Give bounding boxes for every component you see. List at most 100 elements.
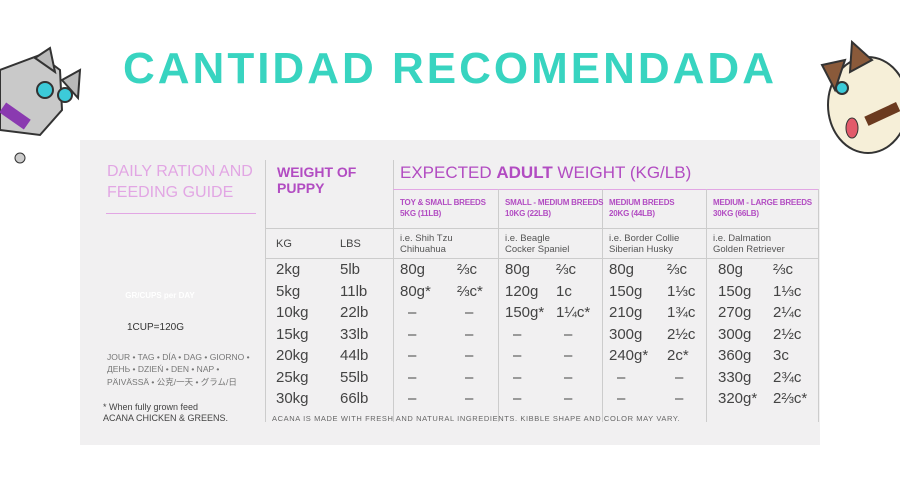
footer-note: ACANA IS MADE WITH FRESH AND NATURAL ING… [272,414,681,423]
adult-header: EXPECTED ADULT WEIGHT (KG/LB) [400,163,691,183]
grams-amount: 80g [718,261,744,278]
adult-header-part: WEIGHT (KG/LB) [552,163,692,182]
cups-amount: ⅔c* [457,282,483,300]
feeding-note: ACANA CHICKEN & GREENS. [103,413,229,423]
breed-name: MEDIUM BREEDS [609,198,675,207]
grams-amount: 80g [609,261,635,278]
cups-amount: – [675,390,684,407]
breed-example: i.e. Border Collie [609,233,680,244]
unit-header: LBS [340,238,361,250]
cups-amount: – [465,304,474,321]
cups-amount: 1¾c [667,304,696,321]
cups-amount: ⅔c [556,261,577,278]
header-rule [393,189,818,190]
puppy-weight: 33lb [340,325,369,343]
language-line: JOUR • TAG • DÍA • DAG • GIORNO • [107,352,250,362]
cups-amount: 1¼c* [556,304,591,321]
header-rule [265,258,818,259]
cups-amount: – [465,368,474,386]
column-divider [706,189,707,422]
puppy-weight: 55lb [340,368,369,386]
cups-amount: 1⅓c [667,282,696,300]
grams-amount: 210g [609,304,643,321]
puppy-header: PUPPY [277,180,325,196]
grams-amount: – [513,325,522,343]
breed-example: Cocker Spaniel [505,244,570,255]
cat-illustration [0,46,82,164]
header-rule [265,228,818,229]
puppy-weight: 11lb [340,282,368,300]
grams-amount: 270g [718,304,752,321]
feeding-note: * When fully grown feed [103,402,199,412]
breed-example: i.e. Shih Tzu [400,233,453,244]
grams-amount: 150g* [505,304,545,321]
cups-amount: 2¼c [773,304,802,321]
breed-example: Siberian Husky [609,244,673,255]
grams-amount: 330g [718,368,752,386]
cup-conversion: 1CUP=120G [127,322,184,333]
grams-amount: 300g [609,325,643,343]
breed-name: TOY & SMALL BREEDS [400,198,486,207]
cups-amount: – [675,368,684,386]
grams-amount: – [513,390,522,407]
bowl-label: GR/CUPS per DAY [125,291,195,300]
cups-amount: – [465,325,474,343]
cups-amount: – [465,390,474,407]
cups-amount: ⅔c [667,261,688,278]
cups-amount: 2½c [667,325,696,343]
breed-weight: 10KG (22LB) [505,209,551,218]
grams-amount: – [408,368,417,386]
cups-amount: 2¾c [773,368,802,386]
grams-amount: 360g [718,347,752,364]
cups-amount: 1c [556,282,572,300]
dog-illustration [820,39,900,154]
puppy-weight: 10kg [276,304,309,321]
puppy-weight: 44lb [340,347,369,364]
grams-amount: 80g* [400,282,431,300]
cups-amount: – [564,368,573,386]
breed-name: MEDIUM - LARGE BREEDS [713,198,812,207]
cups-amount: 3c [773,347,789,364]
cups-amount: 1⅓c [773,282,802,300]
column-divider [393,160,394,422]
puppy-weight: 25kg [276,368,309,386]
breed-example: i.e. Dalmation [713,233,772,244]
language-line: PÄIVÄSSÄ • 公克/一天 • グラム/日 [107,377,237,387]
breed-weight: 20KG (44LB) [609,209,655,218]
guide-underline [106,213,256,214]
puppy-weight: 22lb [340,304,369,321]
puppy-weight: 2kg [276,261,301,278]
column-divider [602,189,603,422]
grams-amount: 80g [505,261,531,278]
grams-amount: – [617,368,626,386]
adult-header-part: ADULT [496,163,553,182]
breed-weight: 5KG (11LB) [400,209,442,218]
breed-example: Chihuahua [400,244,446,255]
grams-amount: 150g [609,282,643,300]
grams-amount: 120g [505,282,539,300]
grams-amount: 150g [718,282,752,300]
puppy-weight: 20kg [276,347,309,364]
grams-amount: – [408,325,417,343]
adult-header-part: EXPECTED [400,163,497,182]
cups-amount: – [564,325,573,343]
grams-amount: 320g* [718,390,758,407]
grams-amount: – [408,347,417,364]
breed-weight: 30KG (66LB) [713,209,759,218]
breed-example: Golden Retriever [713,244,785,255]
cups-amount: – [564,390,573,407]
feeding-table-panel [80,140,820,445]
grams-amount: – [408,304,417,321]
page-title: CANTIDAD RECOMENDADA [123,44,777,93]
grams-amount: – [513,368,522,386]
grams-amount: 300g [718,325,752,343]
guide-title: FEEDING GUIDE [107,184,234,201]
breed-example: i.e. Beagle [505,233,550,244]
language-line: ДЕНЬ • DZIEŃ • DEN • NAP • [107,364,220,374]
cups-amount: 2½c [773,325,802,343]
guide-title: DAILY RATION AND [107,163,253,180]
puppy-weight: 15kg [276,325,309,343]
puppy-header: WEIGHT OF [277,164,357,180]
cups-amount: ⅔c [773,261,794,278]
